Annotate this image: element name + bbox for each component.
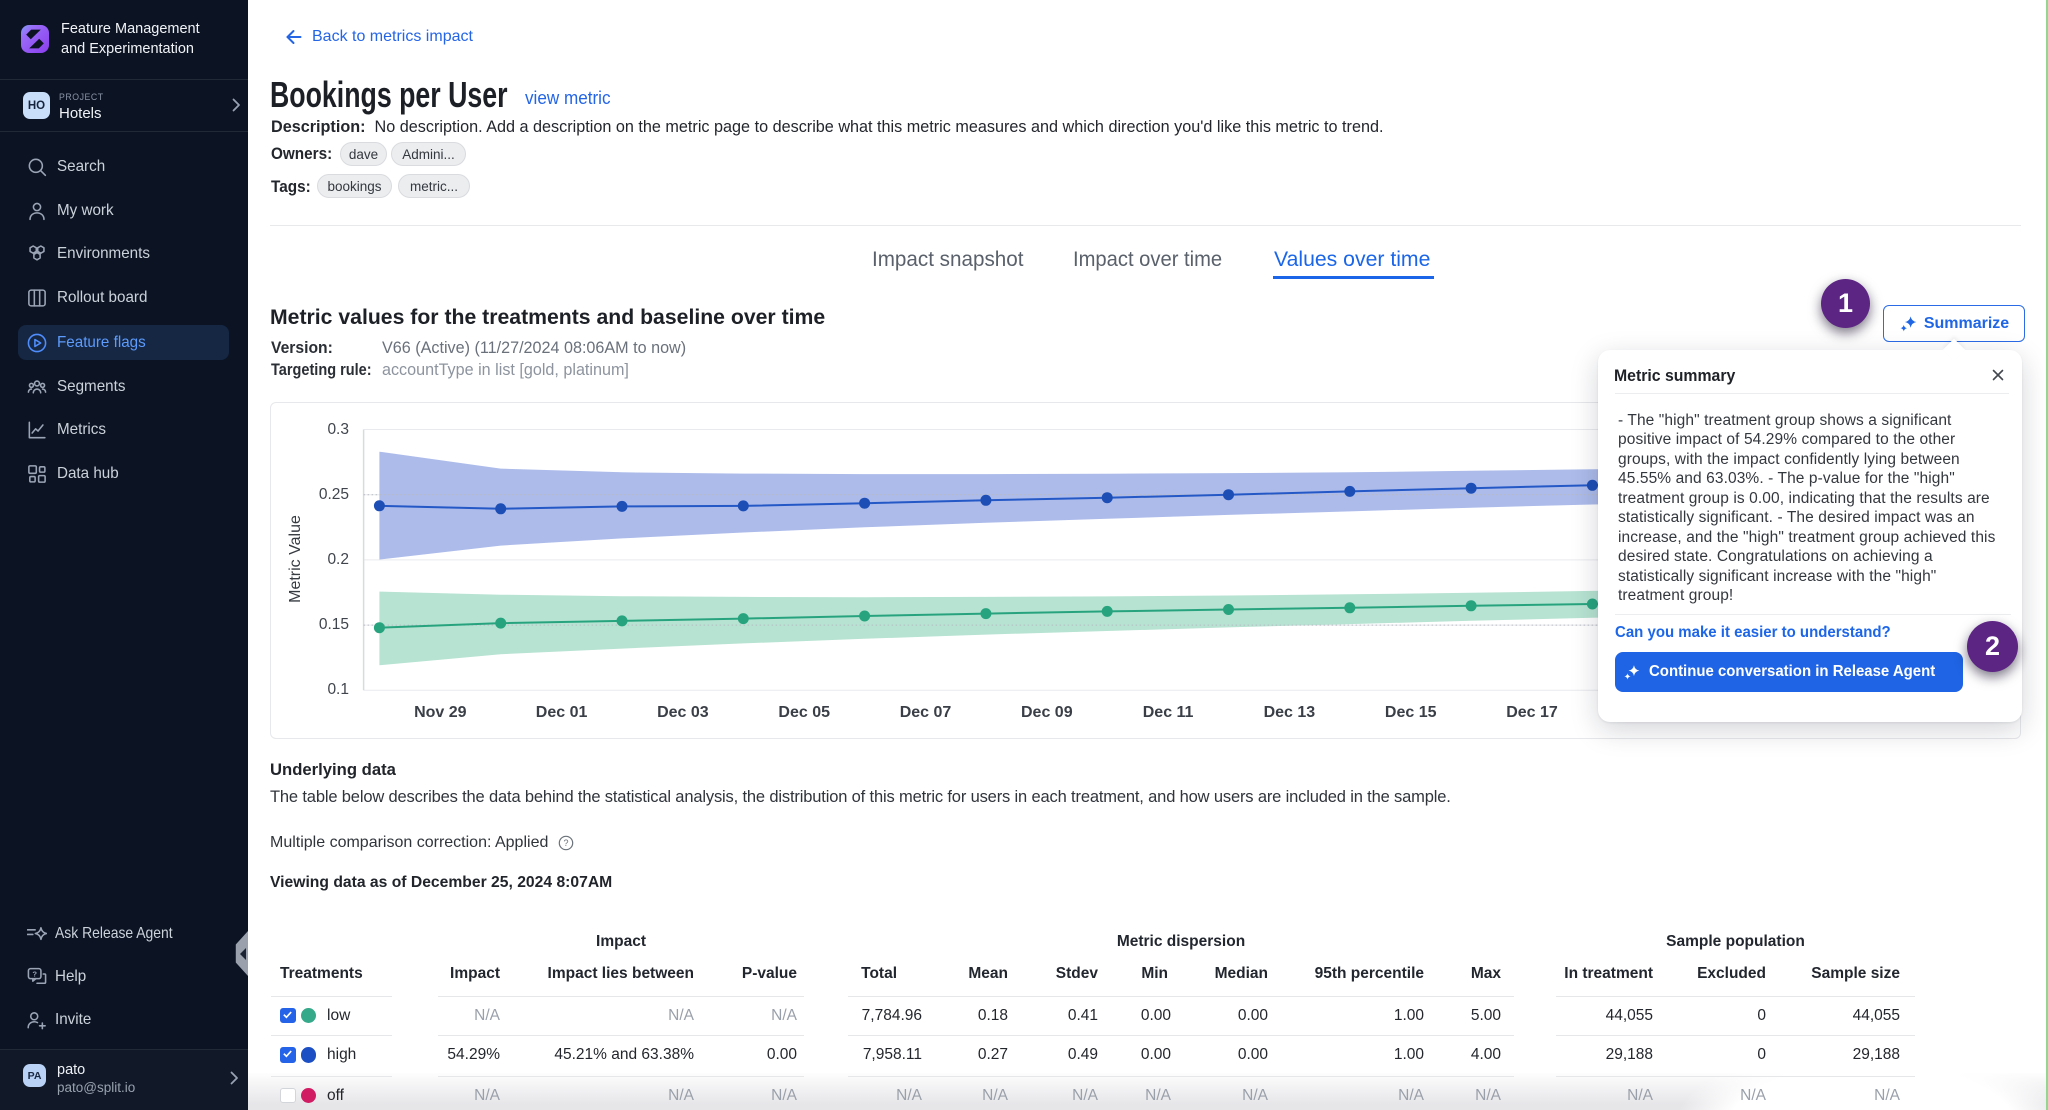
svg-text:?: ? <box>32 969 37 978</box>
svg-text:?: ? <box>563 838 568 848</box>
